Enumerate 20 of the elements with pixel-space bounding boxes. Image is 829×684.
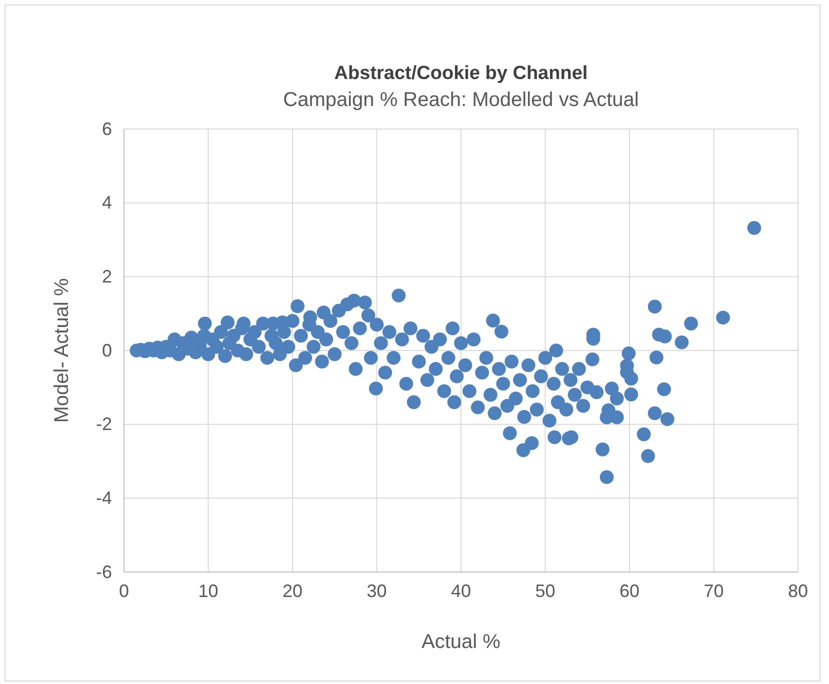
y-tick-label: 2 (102, 266, 112, 286)
x-tick-label: 70 (704, 580, 724, 601)
chart-subtitle: Campaign % Reach: Modelled vs Actual (283, 89, 639, 111)
y-axis-title: Model- Actual % (51, 278, 73, 423)
x-axis-title: Actual % (422, 631, 501, 653)
y-tick-label: 0 (102, 340, 112, 360)
x-tick-label: 50 (535, 580, 556, 601)
x-tick-label: 40 (450, 580, 472, 601)
chart-title: Abstract/Cookie by Channel (334, 63, 588, 84)
x-tick-label: 10 (198, 580, 218, 601)
y-tick-label: 6 (102, 118, 112, 139)
x-tick-label: 20 (282, 580, 303, 601)
y-tick-label: 4 (102, 192, 112, 213)
x-tick-label: 30 (366, 580, 387, 601)
y-tick-label: -2 (96, 414, 112, 434)
x-tick-label: 60 (619, 580, 640, 601)
y-tick-label: -6 (96, 562, 112, 582)
y-tick-label: -4 (96, 488, 112, 508)
x-tick-label: 80 (788, 580, 808, 601)
x-tick-label: 0 (118, 580, 130, 601)
